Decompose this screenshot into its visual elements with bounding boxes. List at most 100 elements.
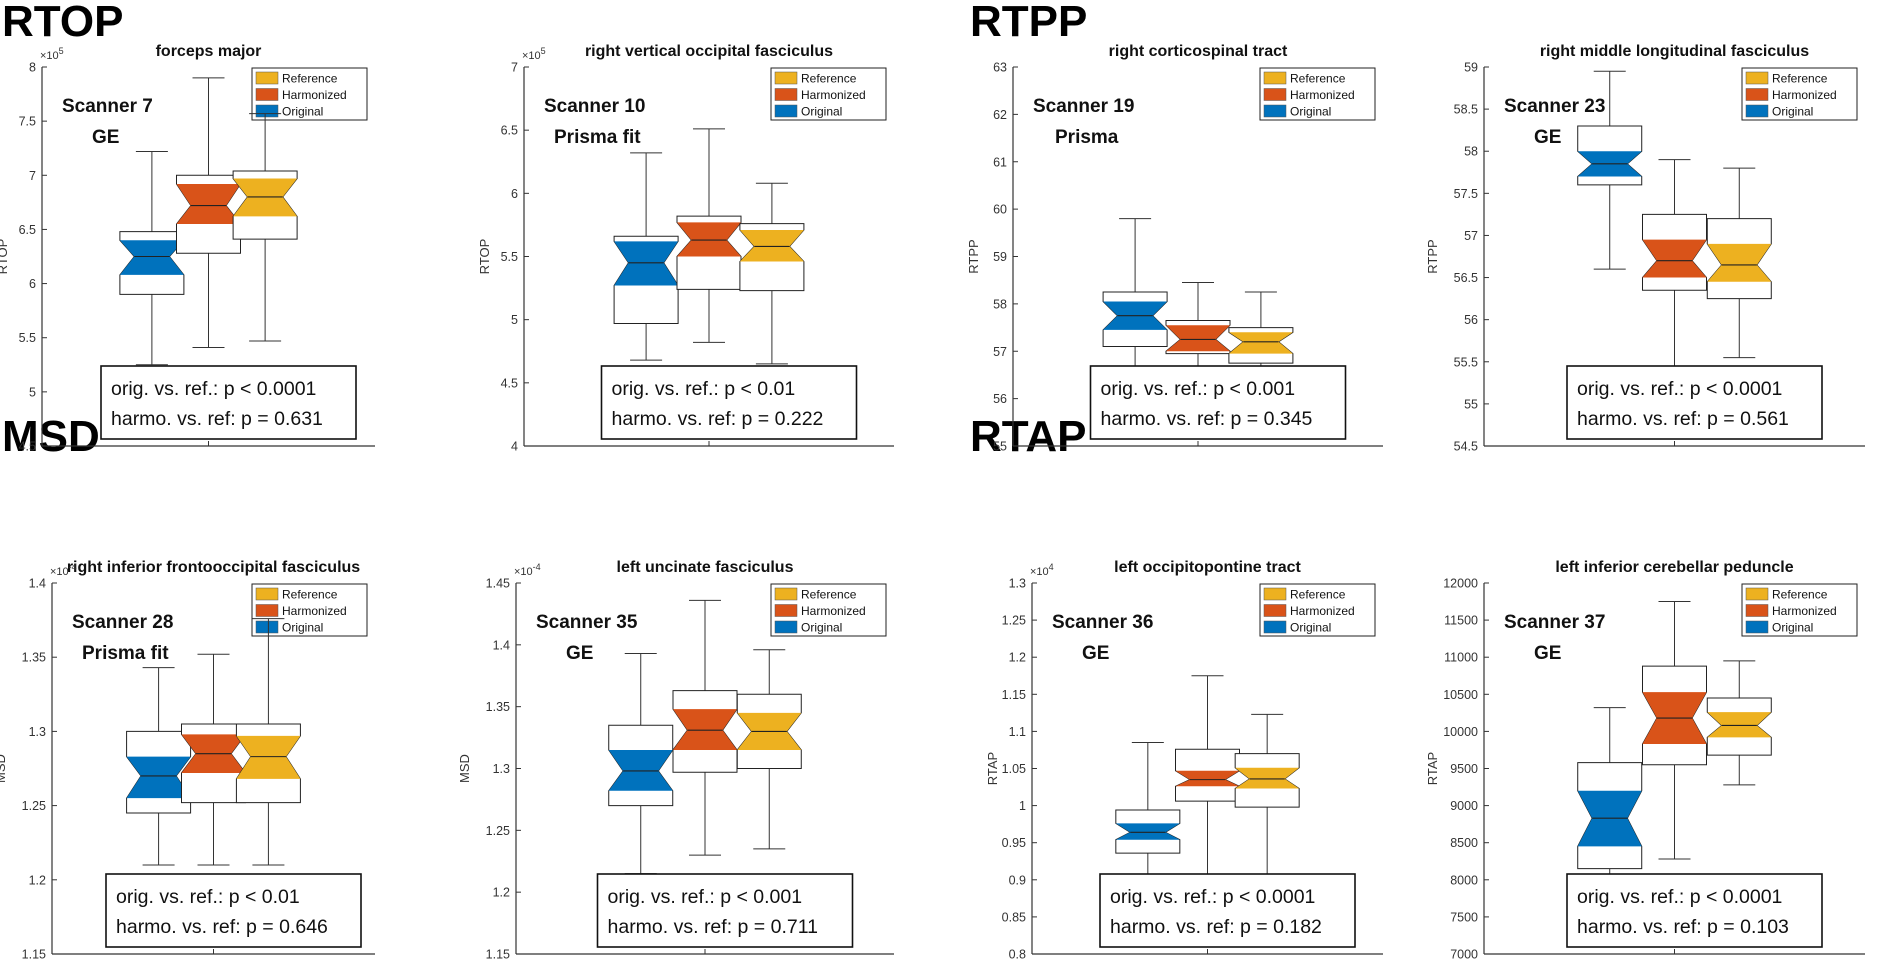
chart-panel: forceps major 4.5 5 5.5 6 6.5 7 7.5 8 ×105 RTOP Sca… — [0, 43, 375, 454]
legend-swatch — [774, 88, 798, 101]
y-tick-label: 56 — [993, 392, 1007, 406]
stats-line: orig. vs. ref.: p < 0.0001 — [1577, 886, 1782, 908]
box-notch-fill — [1642, 239, 1707, 278]
y-tick-label: 56 — [1464, 313, 1478, 327]
y-tick-label: 7500 — [1450, 910, 1478, 924]
chart-panel: right vertical occipital fasciculus 4 4.5 5… — [477, 43, 894, 454]
y-tick-label: 61 — [993, 155, 1007, 169]
box-notch-fill — [1707, 243, 1772, 282]
stats-line: orig. vs. ref.: p < 0.0001 — [1110, 886, 1315, 908]
y-tick-label: 1.4 — [493, 638, 510, 652]
legend-entry: Harmonized — [1290, 604, 1355, 618]
stats-box — [600, 365, 858, 440]
legend-entry: Harmonized — [1290, 88, 1355, 102]
legend-swatch — [1745, 71, 1769, 85]
y-tick-label: 60 — [993, 203, 1007, 217]
y-tick-label: 5.5 — [501, 250, 518, 264]
box-notch-fill — [673, 709, 737, 750]
y-tick-label: 1.25 — [486, 824, 510, 838]
y-tick-label: 1.2 — [493, 886, 510, 900]
legend-swatch — [774, 587, 798, 601]
y-tick-label: 55 — [1464, 397, 1478, 411]
legend-swatch — [774, 620, 798, 634]
legend-entry: Reference — [1772, 588, 1828, 602]
legend-swatch — [255, 604, 279, 617]
legend-swatch — [1745, 604, 1769, 617]
y-tick-label: 1 — [1019, 799, 1026, 813]
y-tick-label: 58 — [993, 297, 1007, 311]
y-tick-label: 1.25 — [1002, 614, 1026, 628]
y-tick-label: 0.9 — [1009, 873, 1026, 887]
y-tick-label: 1.3 — [29, 725, 46, 739]
y-axis-label: RTAP — [985, 752, 1000, 785]
box-notch-fill — [1228, 332, 1293, 354]
y-tick-label: 4 — [511, 440, 518, 454]
y-tick-label: 1.45 — [486, 577, 510, 591]
legend-entry: Harmonized — [1772, 88, 1837, 102]
y-tick-label: 6.5 — [501, 124, 518, 138]
chart-title: left occipitopontine tract — [1114, 559, 1301, 576]
y-axis-exponent: ×10-4 — [514, 562, 541, 578]
y-tick-label: 57 — [1464, 229, 1478, 243]
chart-title: right middle longitudinal fasciculus — [1540, 43, 1809, 60]
y-tick-label: 8500 — [1450, 836, 1478, 850]
stats-line: orig. vs. ref.: p < 0.0001 — [1577, 378, 1782, 400]
stats-box — [596, 873, 854, 948]
legend-swatch — [1263, 620, 1287, 634]
y-tick-label: 6.5 — [19, 223, 36, 237]
chart-panel: left occipitopontine tract 0.8 0.85 0.9 0.95… — [985, 559, 1383, 959]
y-tick-label: 62 — [993, 108, 1007, 122]
scanner-label: Scanner 36 — [1052, 612, 1153, 633]
stats-line: harmo. vs. ref: p = 0.711 — [608, 916, 818, 938]
y-tick-label: 9500 — [1450, 762, 1478, 776]
box-notch-fill — [677, 222, 741, 257]
legend-swatch — [1745, 620, 1769, 634]
legend-swatch — [774, 104, 798, 118]
y-tick-label: 0.8 — [1009, 948, 1026, 959]
chart-title: forceps major — [156, 43, 262, 60]
scanner-label: Scanner 37 — [1504, 612, 1605, 633]
y-tick-label: 58.5 — [1454, 103, 1478, 117]
legend-entry: Harmonized — [801, 88, 866, 102]
legend-entry: Original — [282, 621, 323, 635]
y-axis-exponent: ×104 — [1030, 562, 1054, 578]
legend-swatch — [255, 88, 279, 101]
scanner-label: Scanner 23 — [1504, 96, 1605, 117]
y-axis-label: MSD — [457, 754, 472, 783]
y-axis-exponent: ×105 — [40, 46, 64, 62]
legend-swatch — [774, 604, 798, 617]
y-tick-label: 8000 — [1450, 873, 1478, 887]
section-title-msd: MSD — [2, 412, 100, 461]
box-notch-fill — [126, 756, 191, 799]
y-tick-label: 5.5 — [19, 331, 36, 345]
y-tick-label: 8 — [29, 61, 36, 75]
legend-entry: Reference — [282, 72, 338, 86]
y-tick-label: 7.5 — [19, 115, 36, 129]
box-notch-fill — [236, 735, 301, 779]
vendor-label: Prisma — [1055, 127, 1119, 148]
legend-entry: Original — [1772, 621, 1813, 635]
chart-title: left inferior cerebellar peduncle — [1555, 559, 1793, 576]
y-tick-label: 4.5 — [19, 440, 36, 454]
stats-line: harmo. vs. ref: p = 0.561 — [1577, 408, 1789, 430]
box-notch-fill — [608, 749, 673, 791]
y-tick-label: 1.2 — [1009, 651, 1026, 665]
stats-line: orig. vs. ref.: p < 0.001 — [608, 886, 803, 908]
stats-line: harmo. vs. ref: p = 0.222 — [612, 408, 824, 430]
chart-title: right vertical occipital fasciculus — [585, 43, 833, 60]
chart-title: right inferior frontooccipital fasciculu… — [67, 559, 360, 576]
stats-line: harmo. vs. ref: p = 0.103 — [1577, 916, 1789, 938]
chart-panel: left uncinate fasciculus 1.15 1.2 1.25 1.3 1.… — [457, 559, 894, 959]
chart-title: left uncinate fasciculus — [617, 559, 794, 576]
legend-swatch — [1263, 71, 1287, 85]
legend-entry: Original — [282, 105, 323, 119]
section-title-rtap: RTAP — [970, 412, 1087, 461]
vendor-label: GE — [1534, 643, 1561, 664]
y-tick-label: 0.85 — [1002, 910, 1026, 924]
stats-box — [105, 873, 362, 948]
legend-entry: Original — [801, 105, 842, 119]
y-tick-label: 7000 — [1450, 948, 1478, 959]
scanner-label: Scanner 28 — [72, 612, 173, 633]
y-tick-label: 55 — [993, 440, 1007, 454]
